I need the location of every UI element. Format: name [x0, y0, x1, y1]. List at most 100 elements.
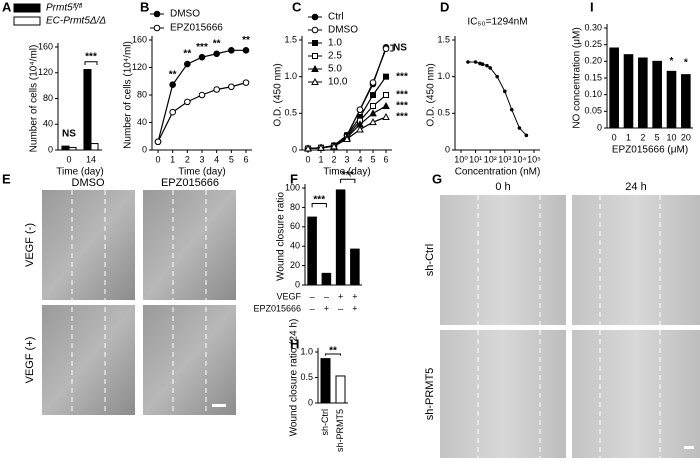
x-tick-label: sh-Ctrl	[320, 409, 330, 436]
marker	[213, 50, 220, 58]
marker	[383, 73, 389, 80]
y-tick-label: 80	[137, 89, 147, 99]
column-label: DMSO	[72, 177, 105, 189]
panel-letter: C	[292, 0, 302, 14]
y-tick-label: 1.0	[300, 346, 313, 356]
y-tick-label: 1.0	[284, 71, 297, 81]
x-tick-label: 10	[666, 132, 676, 142]
x-tick-label: 6	[243, 154, 248, 164]
annotation: **	[169, 69, 177, 80]
marker	[369, 118, 377, 126]
y-tick-label: 1.0	[437, 71, 450, 81]
legend-label: 5.0	[328, 64, 342, 75]
marker	[228, 83, 235, 91]
y-tick-label: 0.5	[437, 108, 450, 118]
bracket	[325, 353, 341, 356]
x-tick-label: 0	[305, 154, 310, 164]
marker	[369, 109, 377, 117]
annotation: *	[670, 56, 674, 67]
marker	[356, 125, 364, 133]
marker	[370, 92, 376, 98]
y-axis-label: Wound closure ratio (24 h)	[289, 319, 300, 437]
y-tick-label: 100	[285, 182, 300, 192]
panel-letter: D	[440, 0, 449, 14]
condition-value: –	[338, 303, 343, 313]
y-tick-label: 20	[290, 260, 300, 270]
marker	[242, 79, 250, 86]
annotation: NS	[393, 43, 407, 54]
legend-label: 10.0	[328, 77, 348, 88]
marker	[382, 45, 390, 53]
y-tick-label: 120	[132, 62, 147, 72]
bar	[320, 358, 331, 404]
y-tick-label: 160	[38, 41, 53, 51]
bar	[61, 145, 70, 151]
y-axis-label: O.D. (450 nm)	[426, 63, 437, 126]
x-tick-label: 10²	[484, 154, 497, 164]
y-tick-label: 0.15	[584, 72, 602, 82]
bracket	[311, 203, 327, 208]
bar	[681, 74, 691, 129]
x-tick-label: 0	[66, 154, 71, 164]
bar	[321, 272, 332, 286]
annotation: *	[684, 58, 688, 69]
y-tick-label: 0	[142, 144, 147, 154]
marker	[213, 86, 220, 93]
marker	[382, 112, 390, 120]
annotation: ***	[342, 170, 354, 181]
bracket	[84, 61, 98, 66]
x-axis-label: Time (day)	[323, 167, 370, 178]
point	[485, 63, 489, 68]
point	[524, 133, 529, 138]
point	[517, 126, 522, 130]
y-tick-label: 60	[290, 221, 300, 231]
panel-letter: I	[590, 0, 594, 14]
marker	[382, 101, 390, 109]
marker	[311, 13, 319, 21]
legend-label: 2.5	[328, 51, 342, 62]
marker	[169, 81, 176, 88]
bar	[638, 57, 648, 129]
x-tick-label: 2	[185, 154, 190, 164]
annotation: IC₅₀=1294nM	[467, 17, 527, 28]
column-label: 24 h	[625, 181, 646, 193]
annotation: NS	[62, 129, 76, 140]
micrograph-e	[42, 190, 236, 415]
y-tick-label: 80	[43, 93, 53, 103]
x-tick-label: 5	[229, 154, 234, 164]
x-tick-label: 10⁵	[527, 154, 541, 164]
column-label: EPZ015666	[161, 177, 219, 189]
point	[466, 60, 470, 64]
y-tick-label: 0.05	[584, 106, 602, 116]
point	[480, 62, 485, 66]
marker	[242, 47, 250, 54]
x-axis-label: EPZ015666 (μM)	[612, 145, 688, 156]
x-tick-label: 1	[318, 154, 323, 164]
legend-label: Prmt5ᶠˡ/ᶠˡ	[46, 3, 82, 14]
legend-label: Ctrl	[328, 12, 344, 23]
y-tick-label: 0.25	[584, 39, 602, 49]
x-tick-label: 10³	[498, 154, 511, 164]
x-tick-label: 5	[655, 132, 660, 142]
x-tick-label: 0	[612, 132, 617, 142]
y-tick-label: 0.30	[584, 22, 602, 32]
fit-line	[467, 61, 527, 136]
x-axis-label: Time (day)	[178, 167, 225, 178]
panel-letter: E	[2, 171, 11, 186]
legend-swatch	[13, 16, 41, 26]
x-tick-label: 3	[344, 154, 349, 164]
marker	[198, 53, 206, 61]
marker	[370, 103, 376, 109]
condition-label: EPZ015666	[253, 303, 301, 313]
condition-value: +	[324, 303, 329, 313]
annotation: ***	[396, 71, 408, 82]
x-tick-label: 1	[170, 154, 175, 164]
marker	[383, 92, 389, 98]
bar	[335, 375, 346, 404]
bar	[666, 70, 677, 129]
annotation: **	[329, 346, 337, 357]
bar	[350, 248, 360, 286]
y-tick-label: 120	[38, 67, 53, 77]
y-tick-label: 80	[290, 202, 300, 212]
point	[488, 66, 493, 70]
